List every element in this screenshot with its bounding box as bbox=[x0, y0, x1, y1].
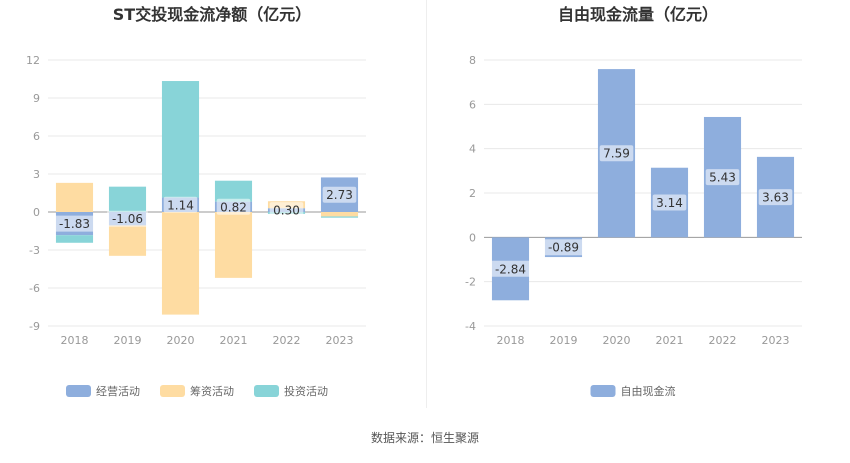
x-tick-label: 2020 bbox=[603, 334, 631, 347]
grid-lines bbox=[484, 59, 802, 327]
legend-label: 自由现金流 bbox=[621, 384, 676, 398]
x-axis: 2018 2019 2020 2021 2022 2023 bbox=[61, 334, 354, 347]
bar-2018-s2 bbox=[55, 235, 94, 243]
legend-swatch bbox=[66, 385, 91, 397]
data-label-bg bbox=[758, 189, 793, 206]
grid-lines bbox=[48, 59, 366, 327]
x-tick-label: 2019 bbox=[114, 334, 142, 347]
bars: -2.84 -0.89 7.59 3.14 5.43 3.63 bbox=[490, 69, 795, 301]
data-label-bg bbox=[705, 169, 740, 186]
x-tick-label: 2020 bbox=[167, 334, 195, 347]
data-label-bg bbox=[599, 145, 634, 162]
data-label: -1.83 bbox=[59, 217, 90, 231]
bar-2023-s1 bbox=[320, 212, 359, 217]
bar-2018-s1 bbox=[55, 182, 94, 212]
legend-swatch bbox=[590, 385, 616, 397]
data-source: 数据来源：恒生聚源 bbox=[371, 430, 479, 445]
bar-2021-s2 bbox=[214, 180, 253, 202]
legend: 经营活动 筹资活动 投资活动 bbox=[66, 384, 328, 398]
data-label: -2.84 bbox=[495, 262, 526, 276]
data-label-bg bbox=[490, 260, 531, 277]
y-tick-label: 0 bbox=[469, 231, 476, 244]
y-tick-label: -3 bbox=[29, 244, 40, 257]
legend: 自由现金流 bbox=[590, 384, 676, 398]
y-tick-label: 2 bbox=[469, 187, 476, 200]
bar-2023-s2 bbox=[320, 216, 359, 218]
data-label-bg bbox=[54, 215, 95, 232]
y-axis: 12 9 6 3 0 -3 -6 -9 bbox=[26, 54, 40, 333]
x-axis: 2018 2019 2020 2021 2022 2023 bbox=[497, 334, 790, 347]
data-label: 3.14 bbox=[656, 196, 683, 210]
y-axis: 8 6 4 2 0 -2 -4 bbox=[465, 54, 476, 333]
bar-2020-s2 bbox=[161, 81, 200, 198]
y-tick-label: 0 bbox=[33, 206, 40, 219]
chart-title: 自由现金流量（亿元） bbox=[558, 5, 718, 24]
x-tick-label: 2021 bbox=[220, 334, 248, 347]
y-tick-label: -6 bbox=[29, 282, 40, 295]
data-label: -1.06 bbox=[112, 212, 143, 226]
data-label: 0.30 bbox=[273, 204, 300, 218]
chart-title: ST交投现金流净额（亿元） bbox=[113, 5, 311, 24]
x-tick-label: 2023 bbox=[762, 334, 790, 347]
bar-2019-s2 bbox=[108, 186, 147, 212]
y-tick-label: 8 bbox=[469, 54, 476, 67]
x-tick-label: 2022 bbox=[709, 334, 737, 347]
data-label: 1.14 bbox=[167, 198, 194, 212]
y-tick-label: 9 bbox=[33, 92, 40, 105]
x-tick-label: 2019 bbox=[550, 334, 578, 347]
x-tick-label: 2022 bbox=[273, 334, 301, 347]
data-label: 2.73 bbox=[326, 188, 353, 202]
y-tick-label: 6 bbox=[33, 130, 40, 143]
x-tick-label: 2023 bbox=[326, 334, 354, 347]
bar-2020-s1 bbox=[161, 212, 200, 315]
data-label: 5.43 bbox=[709, 171, 736, 185]
legend-label: 经营活动 bbox=[96, 384, 140, 398]
data-label: 7.59 bbox=[603, 147, 630, 161]
bar-2019-s1 bbox=[108, 225, 147, 256]
data-label: 0.82 bbox=[220, 200, 247, 214]
y-tick-label: 12 bbox=[26, 54, 40, 67]
y-tick-label: 6 bbox=[469, 98, 476, 111]
x-tick-label: 2018 bbox=[497, 334, 525, 347]
data-label-bg bbox=[216, 198, 251, 215]
data-label-bg bbox=[543, 239, 584, 256]
y-tick-label: -9 bbox=[29, 320, 40, 333]
bar-2021-s1 bbox=[214, 212, 253, 278]
data-label-bg bbox=[269, 202, 304, 219]
y-tick-label: 4 bbox=[469, 143, 476, 156]
legend-swatch bbox=[160, 385, 185, 397]
data-label-bg bbox=[107, 210, 148, 227]
data-label: -0.89 bbox=[548, 241, 579, 255]
data-label-bg bbox=[652, 194, 687, 211]
chart-cashflow-net: ST交投现金流净额（亿元） 12 9 6 3 0 -3 -6 -9 -1.83 -1.06 1.1… bbox=[26, 5, 366, 398]
y-tick-label: 3 bbox=[33, 168, 40, 181]
data-label-bg bbox=[163, 196, 198, 213]
legend-label: 投资活动 bbox=[284, 384, 328, 398]
legend-swatch bbox=[254, 385, 279, 397]
chart-free-cashflow: 自由现金流量（亿元） 8 6 4 2 0 -2 -4 -2.84 -0.89 7.59 3.14 5… bbox=[465, 5, 802, 398]
bars: -1.83 -1.06 1.14 0.82 0.30 2.73 bbox=[54, 81, 359, 315]
data-label: 3.63 bbox=[762, 191, 789, 205]
x-tick-label: 2021 bbox=[656, 334, 684, 347]
y-tick-label: -4 bbox=[465, 320, 476, 333]
data-label-bg bbox=[322, 186, 357, 203]
legend-label: 筹资活动 bbox=[190, 384, 234, 398]
y-tick-label: -2 bbox=[465, 276, 476, 289]
x-tick-label: 2018 bbox=[61, 334, 89, 347]
